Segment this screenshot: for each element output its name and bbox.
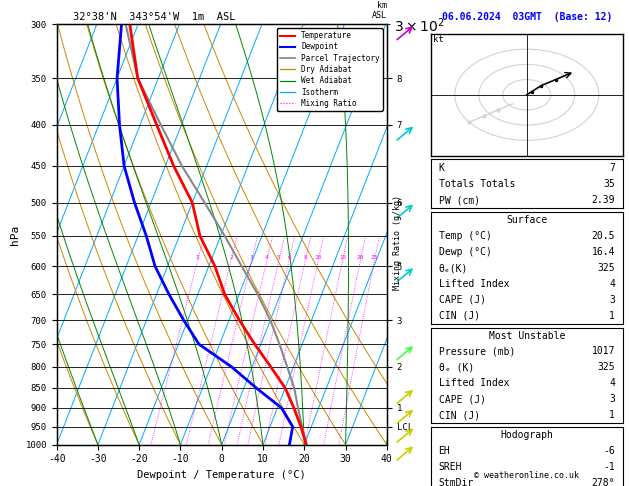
Text: 325: 325 [598, 263, 615, 273]
Text: 20.5: 20.5 [591, 231, 615, 241]
Text: 06.06.2024  03GMT  (Base: 12): 06.06.2024 03GMT (Base: 12) [442, 12, 612, 22]
Y-axis label: hPa: hPa [10, 225, 20, 244]
Text: CAPE (J): CAPE (J) [438, 295, 486, 305]
Text: 1017: 1017 [591, 347, 615, 357]
Text: -6: -6 [603, 446, 615, 456]
Text: -1: -1 [603, 462, 615, 472]
Text: Temp (°C): Temp (°C) [438, 231, 491, 241]
X-axis label: Dewpoint / Temperature (°C): Dewpoint / Temperature (°C) [137, 470, 306, 480]
Text: Pressure (mb): Pressure (mb) [438, 347, 515, 357]
Text: 20: 20 [357, 256, 364, 260]
Text: Hodograph: Hodograph [500, 430, 554, 440]
Text: 4: 4 [265, 256, 269, 260]
Text: 2.39: 2.39 [591, 195, 615, 205]
Text: Lifted Index: Lifted Index [438, 279, 509, 289]
Text: Dewp (°C): Dewp (°C) [438, 247, 491, 257]
Text: 16.4: 16.4 [591, 247, 615, 257]
Text: 4: 4 [609, 379, 615, 388]
Text: PW (cm): PW (cm) [438, 195, 480, 205]
Text: 1: 1 [196, 256, 199, 260]
Text: 4: 4 [609, 279, 615, 289]
Text: 3: 3 [609, 394, 615, 404]
Text: Most Unstable: Most Unstable [489, 330, 565, 341]
Text: 8: 8 [303, 256, 307, 260]
Text: CAPE (J): CAPE (J) [438, 394, 486, 404]
Text: 32°38'N  343°54'W  1m  ASL: 32°38'N 343°54'W 1m ASL [73, 12, 236, 22]
Text: Mixing Ratio (g/kg): Mixing Ratio (g/kg) [393, 195, 402, 291]
Text: θₑ (K): θₑ (K) [438, 363, 474, 372]
Text: 2: 2 [229, 256, 233, 260]
Text: 7: 7 [609, 163, 615, 173]
Text: kt: kt [433, 35, 444, 44]
Text: 6: 6 [287, 256, 291, 260]
Text: © weatheronline.co.uk: © weatheronline.co.uk [474, 471, 579, 480]
Text: km
ASL: km ASL [372, 0, 387, 20]
Text: Lifted Index: Lifted Index [438, 379, 509, 388]
Text: 1: 1 [609, 410, 615, 420]
Text: 3: 3 [250, 256, 253, 260]
Text: CIN (J): CIN (J) [438, 311, 480, 321]
Text: SREH: SREH [438, 462, 462, 472]
Text: 5: 5 [277, 256, 281, 260]
Legend: Temperature, Dewpoint, Parcel Trajectory, Dry Adiabat, Wet Adiabat, Isotherm, Mi: Temperature, Dewpoint, Parcel Trajectory… [277, 28, 383, 111]
Text: 278°: 278° [591, 478, 615, 486]
Text: CIN (J): CIN (J) [438, 410, 480, 420]
Text: 3: 3 [609, 295, 615, 305]
Text: 10: 10 [314, 256, 322, 260]
Text: 35: 35 [603, 179, 615, 189]
Text: θₑ(K): θₑ(K) [438, 263, 468, 273]
Text: EH: EH [438, 446, 450, 456]
Text: StmDir: StmDir [438, 478, 474, 486]
Text: 325: 325 [598, 363, 615, 372]
Text: 1: 1 [609, 311, 615, 321]
Text: 15: 15 [339, 256, 347, 260]
Text: 25: 25 [370, 256, 378, 260]
Text: K: K [438, 163, 445, 173]
Text: Surface: Surface [506, 215, 547, 226]
Text: Totals Totals: Totals Totals [438, 179, 515, 189]
